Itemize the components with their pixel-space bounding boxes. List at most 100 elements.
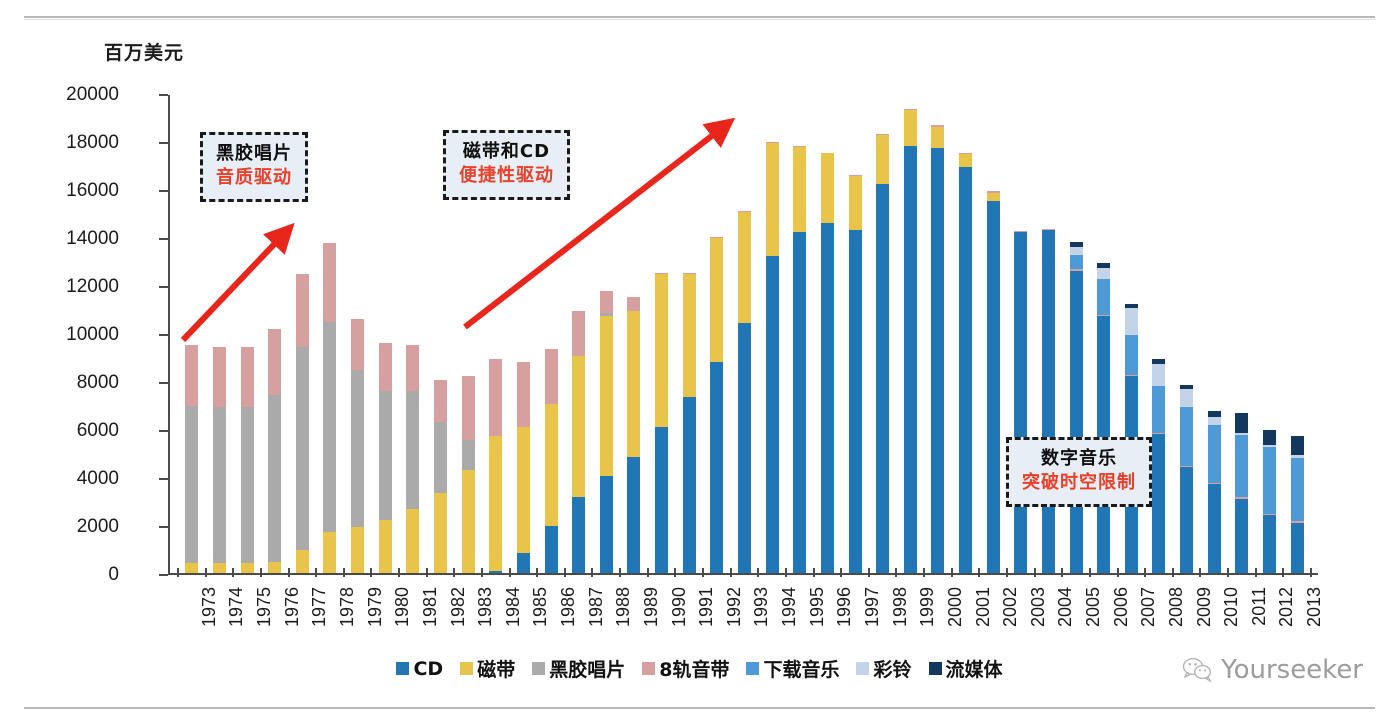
y-axis-tick: [159, 478, 168, 480]
x-axis-tick: [1171, 568, 1174, 577]
bar-segment: [793, 232, 807, 573]
x-axis-tick: [895, 568, 898, 577]
bar: [655, 273, 669, 573]
y-axis-tick-label: 16000: [66, 180, 119, 201]
bar-segment: [959, 154, 973, 168]
bar-segment: [461, 469, 475, 573]
bar: [406, 345, 420, 573]
legend-item: 流媒体: [928, 655, 1003, 682]
bar-segment: [737, 211, 751, 324]
x-axis-tick-label: 1997: [862, 587, 882, 628]
bar-segment: [295, 347, 309, 551]
y-axis-tick-label: 10000: [66, 324, 119, 345]
bar-segment: [212, 563, 226, 573]
bar-segment: [1235, 435, 1249, 498]
bar-segment: [489, 570, 503, 573]
bar-segment: [876, 135, 890, 185]
legend-item: 磁带: [460, 655, 515, 682]
y-axis-tick-label: 2000: [76, 516, 119, 537]
bar-segment: [516, 426, 530, 553]
bar-segment: [1097, 268, 1111, 280]
bar-segment: [903, 145, 917, 573]
bar-segment: [1207, 425, 1221, 484]
bar-segment: [1069, 246, 1083, 256]
legend-swatch: [928, 662, 942, 675]
bar-segment: [931, 126, 945, 149]
x-axis-tick-label: 1973: [198, 587, 219, 628]
bar: [1041, 228, 1055, 573]
x-axis-tick: [508, 568, 511, 577]
watermark: Yourseeker: [1182, 655, 1363, 685]
bar-segment: [406, 509, 420, 573]
x-axis-tick: [867, 568, 870, 577]
annotation-line-1: 数字音乐: [1041, 448, 1117, 469]
bar-segment: [240, 407, 254, 564]
x-axis-tick-label: 2005: [1083, 587, 1104, 628]
x-axis-tick-label: 1978: [336, 587, 357, 628]
legend-label: 下载音乐: [763, 659, 840, 681]
x-axis-tick-label: 1974: [226, 587, 247, 628]
bar-segment: [959, 153, 973, 155]
bar-segment: [986, 201, 1000, 573]
bar-segment: [1207, 411, 1221, 418]
x-axis-tick: [370, 568, 373, 577]
bar-segment: [931, 125, 945, 127]
x-axis-tick: [1254, 568, 1257, 577]
y-axis-tick: [159, 142, 168, 144]
y-axis-tick-label: 12000: [66, 276, 119, 297]
bar-segment: [544, 526, 558, 573]
bar-segment: [434, 379, 447, 422]
x-axis-tick-label: 2008: [1165, 587, 1186, 628]
bar-segment: [461, 439, 475, 470]
bar-segment: [848, 175, 862, 230]
x-axis-tick-label: 1981: [419, 587, 440, 628]
bar-segment: [489, 436, 503, 571]
x-axis-tick: [1005, 568, 1008, 577]
x-axis-tick-label: 1986: [558, 587, 579, 628]
bar-segment: [710, 238, 724, 362]
bar-segment: [516, 361, 530, 427]
x-axis-tick-label: 2011: [1248, 587, 1269, 626]
bar-segment: [544, 403, 558, 527]
x-axis-tick-label: 1988: [613, 587, 634, 628]
bar-segment: [876, 184, 890, 573]
bar: [682, 273, 696, 573]
bar-segment: [1262, 515, 1276, 573]
x-axis-tick: [702, 568, 705, 577]
legend-swatch: [746, 662, 760, 675]
bar-segment: [1235, 497, 1249, 499]
x-axis-tick: [840, 568, 843, 577]
bar-segment: [351, 370, 365, 528]
x-axis-tick: [729, 568, 732, 577]
legend-label: 磁带: [477, 659, 516, 681]
x-axis-tick: [453, 568, 456, 577]
x-axis-tick: [287, 568, 290, 577]
x-axis-tick: [259, 568, 262, 577]
bar-segment: [682, 396, 696, 573]
x-axis-tick-label: 2009: [1193, 587, 1214, 628]
annotation-digital: 数字音乐 突破时空限制: [1006, 437, 1152, 507]
x-axis-tick: [204, 568, 207, 577]
y-axis-line: [168, 95, 170, 575]
bar-segment: [1124, 307, 1138, 336]
bar-segment: [737, 323, 751, 573]
bar-segment: [268, 329, 282, 396]
bar: [986, 191, 1000, 573]
bar-segment: [1097, 279, 1111, 316]
x-axis-tick: [1309, 568, 1312, 577]
bar-segment: [1180, 467, 1194, 573]
bar: [1290, 436, 1304, 573]
bar-segment: [1097, 315, 1111, 317]
wechat-icon: [1182, 657, 1212, 683]
bar-segment: [1124, 375, 1138, 377]
bar-segment: [876, 133, 890, 136]
bar: [765, 142, 779, 573]
x-axis-tick: [674, 568, 677, 577]
bar: [461, 376, 475, 573]
bar-segment: [516, 552, 530, 573]
legend-swatch: [532, 662, 546, 675]
bar-segment: [1290, 457, 1304, 522]
bar-segment: [710, 361, 724, 573]
bar-segment: [268, 395, 282, 563]
legend-label: 黑胶唱片: [549, 659, 626, 681]
